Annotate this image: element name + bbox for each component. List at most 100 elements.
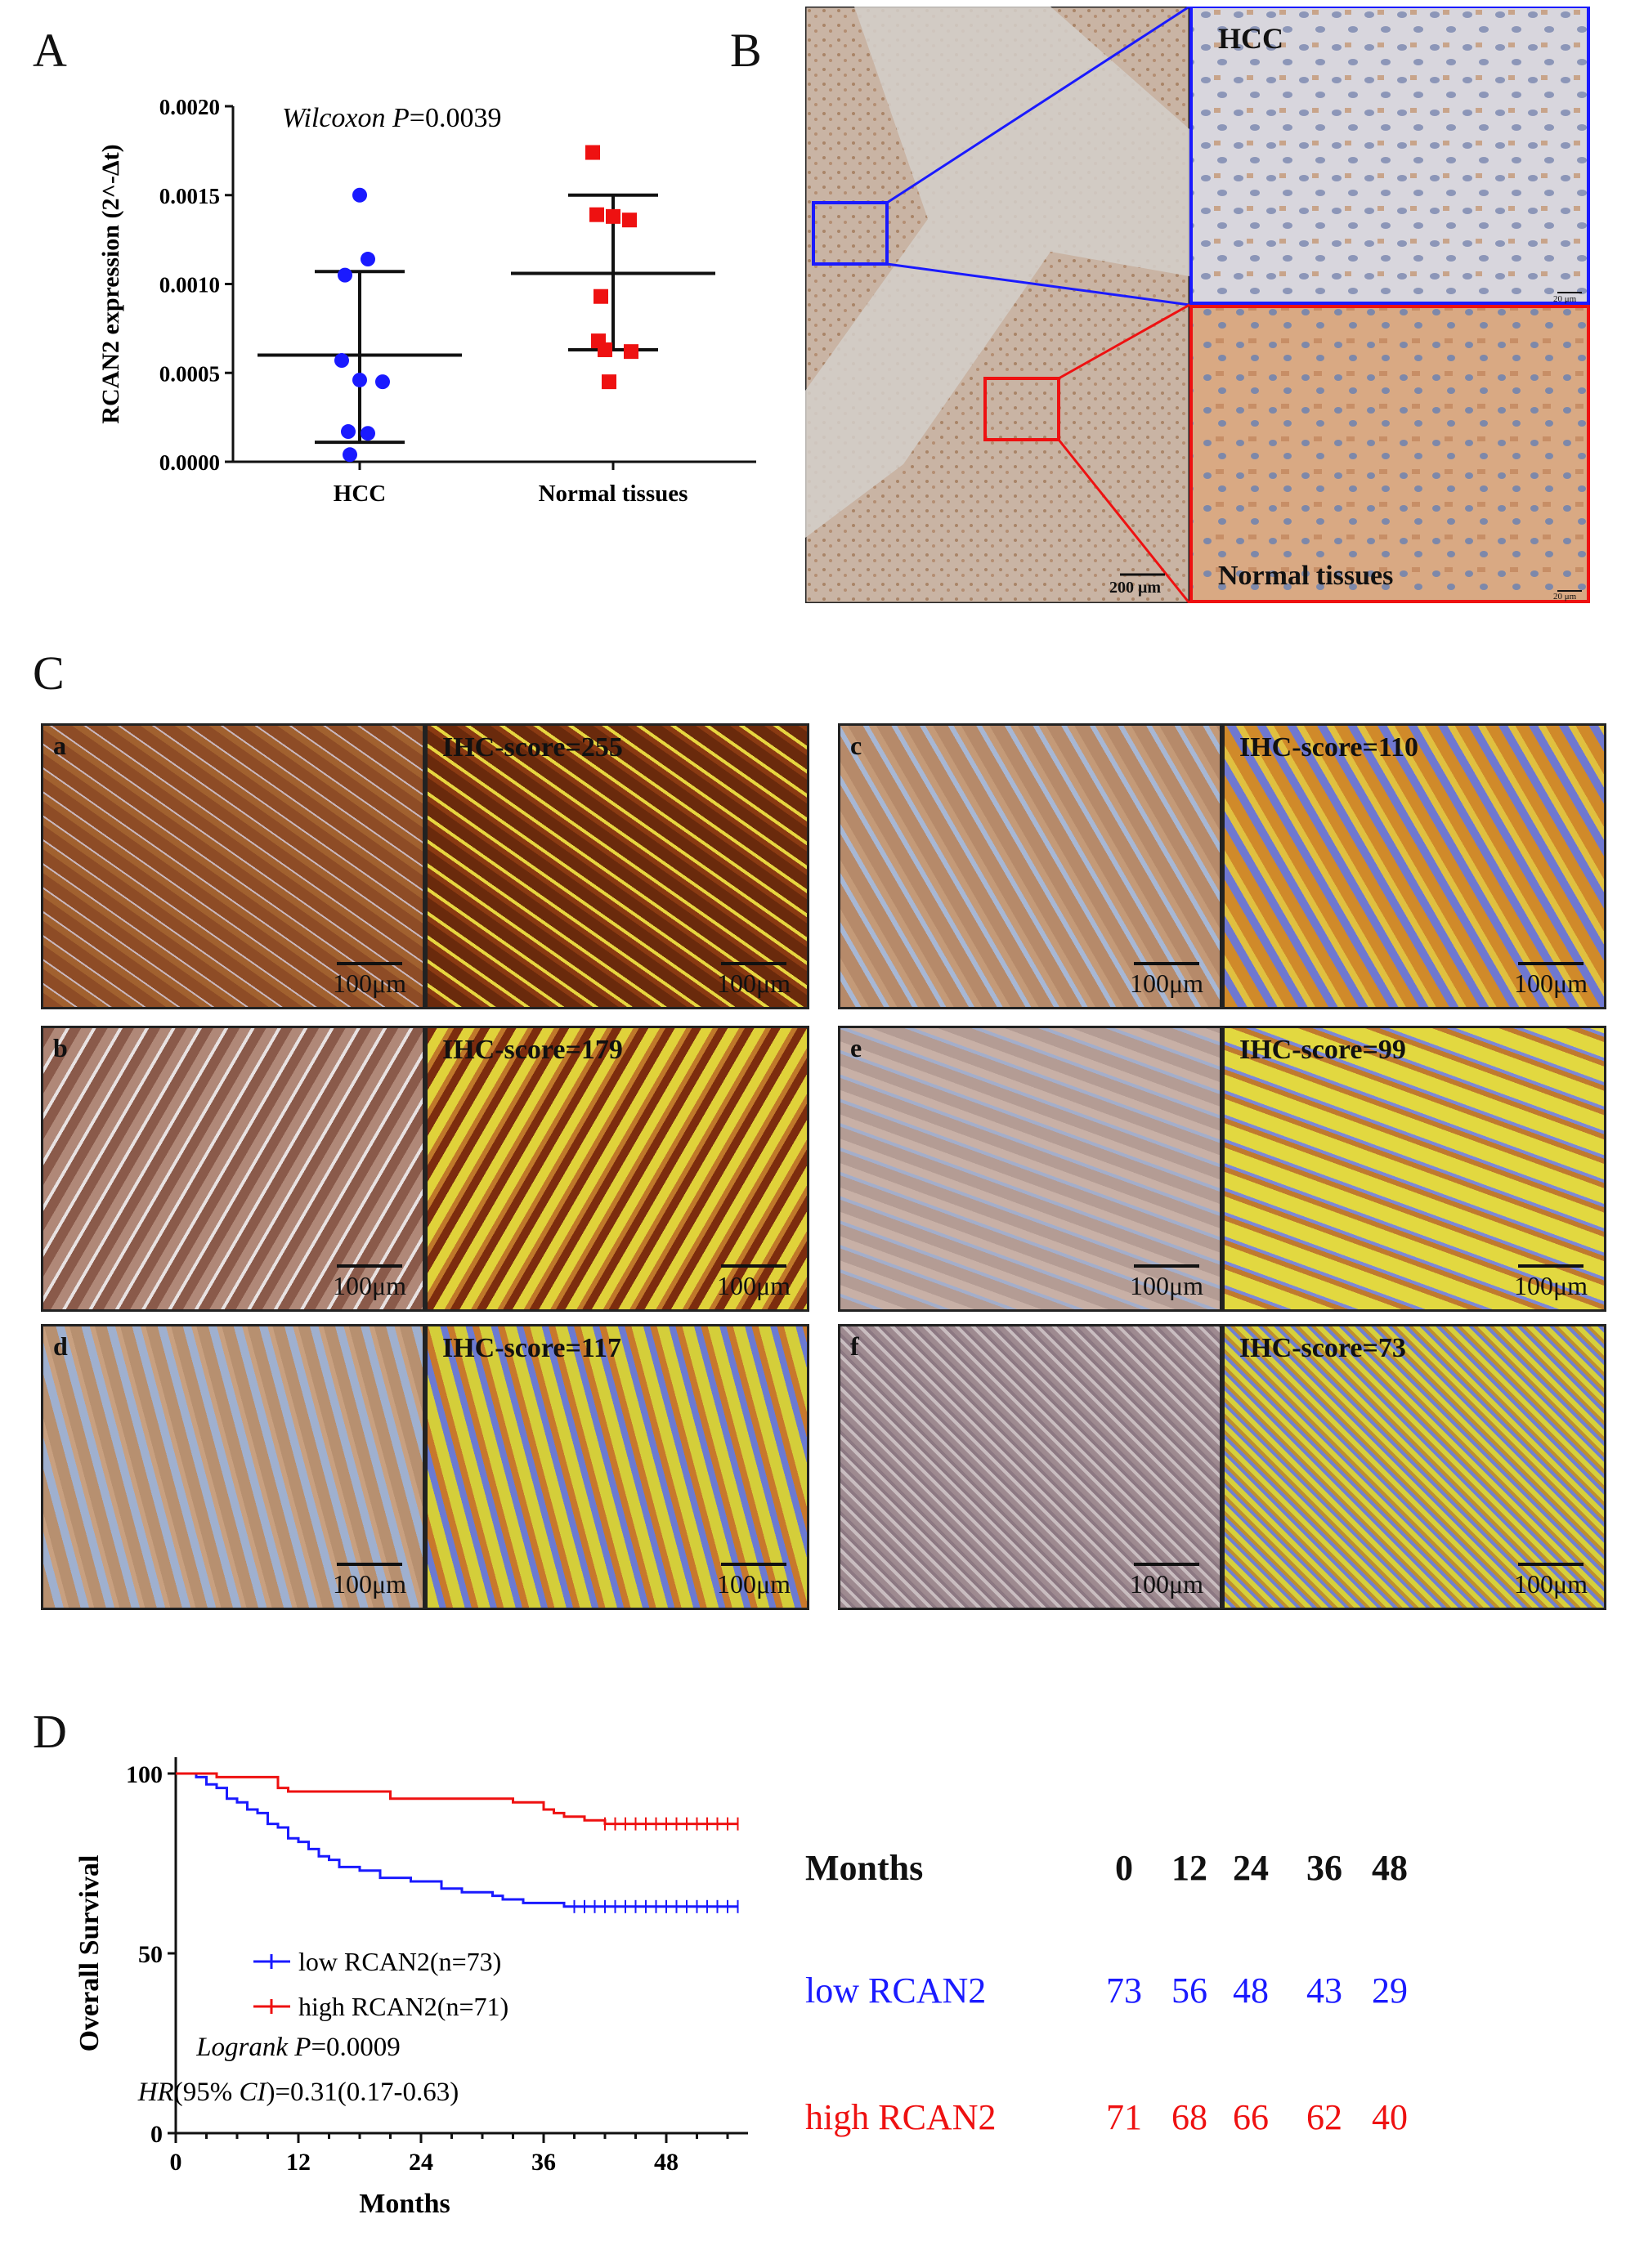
ihc-sublabel: e: [850, 1033, 862, 1062]
y-axis-label: Overall Survival: [74, 1855, 105, 2052]
data-point: [598, 342, 612, 357]
data-point: [361, 426, 375, 441]
scale-bar-label: 100μm: [1129, 968, 1203, 998]
ihc-score-label: IHC-score=255: [442, 732, 623, 763]
panel-letter-c: C: [33, 646, 65, 700]
ihc-scored-image-d: IHC-score=117 100μm: [425, 1324, 809, 1610]
ihc-scored-image-e: IHC-score=99 100μm: [1222, 1026, 1606, 1312]
scale-bar-label: 100μm: [332, 1569, 406, 1599]
x-tick-label: 36: [531, 2149, 556, 2176]
x-tick-label: 0: [170, 2149, 182, 2176]
risk-cell: 68: [1171, 2097, 1207, 2137]
hcc-inset-label: HCC: [1218, 22, 1283, 55]
hcc-zoom-box: [812, 201, 889, 266]
scale-bar-label: 100μm: [716, 1569, 791, 1599]
ihc-raw-image-c: c 100μm: [838, 723, 1222, 1009]
scale-bar-label: 100μm: [716, 1271, 791, 1300]
y-tick-label: 50: [138, 1941, 163, 1968]
y-tick-label: 0: [150, 2121, 163, 2148]
data-point: [375, 374, 390, 390]
scale-bar-label: 100μm: [1513, 968, 1588, 998]
panel-letter-a: A: [33, 24, 67, 77]
risk-header-label: Months: [805, 1848, 924, 1888]
scale-bar-line: [336, 962, 402, 965]
normal-zoom-box: [983, 377, 1060, 441]
x-tick-label: Normal tissues: [539, 481, 688, 507]
scale-bar-line: [336, 1563, 402, 1566]
ihc-scalebar: 100μm: [1130, 1563, 1203, 1599]
y-axis-label: RCAN2 expression (2^-Δt): [97, 144, 124, 423]
scale-bar-line: [336, 1264, 402, 1268]
ihc-scored-image-c: IHC-score=110 100μm: [1222, 723, 1606, 1009]
scale-bar-label: 100μm: [1513, 1271, 1588, 1300]
risk-cell: 56: [1171, 1971, 1207, 2011]
risk-cell: 62: [1306, 2097, 1342, 2137]
ihc-sublabel: d: [53, 1331, 68, 1361]
scale-bar-line: [720, 1264, 786, 1268]
x-tick-label: 48: [654, 2149, 679, 2176]
data-point: [585, 145, 600, 160]
km-curve-high: [176, 1772, 738, 1826]
data-point: [338, 267, 352, 283]
y-tick-label: 0.0005: [159, 361, 220, 386]
x-tick-label: HCC: [334, 481, 386, 507]
risk-header-month: 36: [1306, 1848, 1342, 1888]
ihc-raw-image-f: f 100μm: [838, 1324, 1222, 1610]
normal-connector-top: [1058, 303, 1190, 380]
scale-bar-line: [1133, 1264, 1199, 1268]
ihc-scalebar: 100μm: [717, 1264, 791, 1301]
risk-cell: 48: [1233, 1971, 1269, 2011]
legend-label: high RCAN2(n=71): [298, 1992, 508, 2021]
panel-letter-d: D: [33, 1705, 67, 1758]
risk-row-label: low RCAN2: [805, 1971, 987, 2011]
scale-bar-label: 100μm: [1129, 1271, 1203, 1300]
normal-inset-scale-label: 20 μm: [1553, 592, 1577, 602]
risk-header-month: 48: [1372, 1848, 1408, 1888]
panel-a-scatter-chart: 0.0000 0.0005 0.0010 0.0015 0.0020 RCAN2 expr…: [97, 95, 756, 507]
y-tick-label: 0.0010: [159, 273, 220, 297]
normal-connector-bottom: [1057, 439, 1191, 604]
ihc-sublabel: b: [53, 1033, 68, 1062]
ihc-score-label: IHC-score=99: [1239, 1035, 1406, 1065]
data-point: [624, 344, 638, 360]
ihc-scalebar: 100μm: [1514, 962, 1588, 999]
risk-header-month: 12: [1171, 1848, 1207, 1888]
scale-bar-line: [1517, 962, 1583, 965]
risk-table: Months 0 12 24 36 48 low RCAN2 73 56 48 43 29 high R…: [805, 1814, 1606, 2190]
ihc-score-label: IHC-score=117: [442, 1333, 621, 1363]
ihc-scalebar: 100μm: [333, 1563, 406, 1599]
risk-header-month: 24: [1233, 1848, 1269, 1888]
ihc-scalebar: 100μm: [717, 1563, 791, 1599]
ihc-sublabel: f: [850, 1331, 859, 1361]
ihc-scored-image-a: IHC-score=255 100μm: [425, 723, 809, 1009]
risk-cell: 29: [1372, 1971, 1408, 2011]
panel-b-histology: HCC Normal tissues 200 μm 20 μm 20 μm: [804, 5, 1590, 605]
km-curve-low: [176, 1772, 738, 1908]
hcc-inset-scale-label: 20 μm: [1553, 294, 1577, 304]
stroma-band: [805, 7, 1189, 538]
panel-d-km-chart: 0 50 100 0 12 24 36 48 Months Overall Survival low…: [74, 1757, 748, 2219]
ihc-scalebar: 100μm: [1514, 1264, 1588, 1301]
risk-header-month: 0: [1115, 1848, 1133, 1888]
scale-bar-label: 100μm: [716, 968, 791, 998]
ihc-scored-image-f: IHC-score=73 100μm: [1222, 1324, 1606, 1610]
ihc-scalebar: 100μm: [333, 962, 406, 999]
ihc-score-label: IHC-score=110: [1239, 732, 1418, 763]
y-tick-label: 0.0015: [159, 184, 220, 208]
risk-row-label: high RCAN2: [805, 2097, 997, 2137]
data-point: [361, 252, 375, 267]
data-point: [589, 207, 604, 222]
data-point: [622, 212, 637, 228]
panel-letter-b: B: [730, 24, 762, 77]
hcc-inset-image: [1189, 5, 1590, 305]
scale-bar-label: 100μm: [332, 968, 406, 998]
ihc-score-label: IHC-score=179: [442, 1035, 623, 1065]
risk-cell: 43: [1306, 1971, 1342, 2011]
panel-c-ihc-grid: a 100μm IHC-score=255 100μm c 100μm IHC-sco…: [41, 723, 1606, 1610]
normal-inset-label: Normal tissues: [1218, 561, 1394, 591]
y-tick-label: 0.0000: [159, 450, 220, 475]
ihc-sublabel: c: [850, 731, 862, 760]
ihc-scored-image-b: IHC-score=179 100μm: [425, 1026, 809, 1312]
ihc-score-label: IHC-score=73: [1239, 1333, 1406, 1363]
panel-b-figure: [804, 5, 1590, 605]
